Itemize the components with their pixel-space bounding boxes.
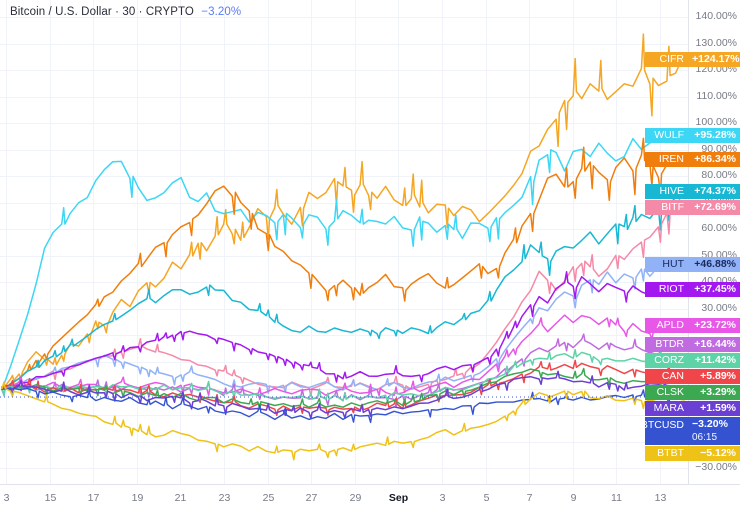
series-line-hut [1,259,685,396]
series-line-mara [1,370,685,420]
legend-exchange: CRYPTO [145,6,194,18]
price-tick: 90.00% [701,142,737,155]
ticker-value: +11.42% [688,353,740,369]
ticker-value: +95.28% [688,128,740,144]
ticker-symbol: BTDR [645,337,688,353]
ticker-tag-btdr[interactable]: BTDR +16.44% [645,337,740,353]
plot-area[interactable] [0,0,688,484]
ticker-tag-mara[interactable]: MARA +1.59% [645,401,740,417]
ticker-value: +124.17% [688,51,740,67]
time-tick: 27 [305,492,318,504]
ticker-tag-riot[interactable]: RIOT +37.45% [645,281,740,297]
price-tick: 130.00% [695,36,737,49]
time-tick: 23 [218,492,231,504]
series-line-btbt [1,381,685,461]
series-line-clsk [1,367,685,410]
time-tick: Sep [388,492,409,504]
ticker-value: +23.72% [688,318,740,334]
legend-change: −3.20% [201,6,242,18]
ticker-value: −3.20% 06:15 [688,417,740,446]
time-tick: 13 [654,492,667,504]
ticker-value: −5.12% [688,446,740,462]
time-tick: 11 [611,492,622,504]
time-tick: 21 [174,492,187,504]
time-scale[interactable]: 3 15 17 19 21 23 25 27 29 Sep 3 5 7 9 11 13 [0,484,740,513]
ticker-symbol: HUT [645,256,688,272]
ticker-symbol: CIFR [645,51,688,67]
ticker-time-text: 06:15 [692,432,718,444]
series-line-corz [1,348,685,404]
ticker-symbol: WULF [645,128,688,144]
time-tick: 5 [483,492,490,504]
ticker-value: +74.37% [688,183,740,199]
legend-sep-2: · [138,6,143,18]
legend-interval: 30 [122,6,136,18]
price-tick: −30.00% [695,461,737,474]
ticker-value: +16.44% [688,337,740,353]
ticker-tag-btbt[interactable]: BTBT −5.12% [645,446,740,462]
ticker-symbol: CLSK [645,385,688,401]
ticker-symbol: IREN [645,152,688,168]
time-tick: 3 [3,492,10,504]
legend-symbol: Bitcoin / U.S. Dollar [10,6,112,18]
series-line-can [1,359,685,417]
ticker-value: +46.88% [688,256,740,272]
ticker-value-text: −3.20% [692,418,728,431]
time-tick: 29 [349,492,362,504]
ticker-tag-hut[interactable]: HUT +46.88% [645,256,740,272]
ticker-tag-bitf[interactable]: BITF +72.69% [645,199,740,215]
ticker-tag-btcusd[interactable]: BTCUSD −3.20% 06:15 [641,417,740,446]
ticker-tag-can[interactable]: CAN +5.89% [645,369,740,385]
ticker-value: +5.89% [688,369,740,385]
price-tick: 80.00% [701,169,737,182]
ticker-symbol: MARA [645,401,688,417]
time-tick: 7 [526,492,533,504]
ticker-tag-iren[interactable]: IREN +86.34% [645,152,740,168]
ticker-value: +1.59% [688,401,740,417]
price-tick: 60.00% [701,222,737,235]
ticker-tag-apld[interactable]: APLD +23.72% [645,318,740,334]
legend-sep-1: · [115,6,120,18]
series-line-riot [1,271,685,394]
ticker-symbol: APLD [645,318,688,334]
time-tick: 3 [439,492,446,504]
time-tick: 25 [262,492,275,504]
time-tick: 15 [44,492,57,504]
ticker-tag-wulf[interactable]: WULF +95.28% [645,128,740,144]
price-tick: 100.00% [695,116,737,129]
ticker-symbol: BTBT [645,446,688,462]
ticker-tag-corz[interactable]: CORZ +11.42% [645,353,740,369]
ticker-value: +86.34% [688,152,740,168]
series-line-bitf [1,191,685,397]
price-tick: 110.00% [696,89,737,102]
ticker-symbol: BTCUSD [641,417,688,446]
ticker-tag-cifr[interactable]: CIFR +124.17% [645,51,740,67]
chart-legend[interactable]: Bitcoin / U.S. Dollar · 30 · CRYPTO −3.2… [10,6,241,18]
ticker-symbol: HIVE [645,183,688,199]
series-line-hive [1,195,685,397]
series-layer [0,33,688,461]
ticker-symbol: BITF [645,199,688,215]
ticker-symbol: CORZ [645,353,688,369]
ticker-value: +37.45% [688,281,740,297]
time-tick: 9 [570,492,577,504]
series-line-cifr [1,33,685,391]
price-tick: 30.00% [701,301,737,314]
series-line-btdr [1,333,685,408]
ticker-tag-clsk[interactable]: CLSK +3.29% [645,385,740,401]
ticker-tag-hive[interactable]: HIVE +74.37% [645,183,740,199]
time-tick: 19 [131,492,144,504]
ticker-value: +72.69% [688,199,740,215]
series-line-wulf [1,129,685,391]
ticker-symbol: RIOT [645,281,688,297]
ticker-symbol: CAN [645,369,688,385]
price-tick: 140.00% [695,10,737,23]
series-line-iren [1,137,685,395]
time-tick: 17 [87,492,100,504]
ticker-value: +3.29% [688,385,740,401]
